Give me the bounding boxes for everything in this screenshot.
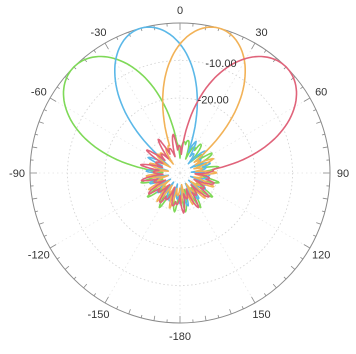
angular-tick-mark <box>290 265 296 270</box>
angular-tick-mark <box>35 133 39 136</box>
angular-tick-mark <box>32 197 38 200</box>
angular-tick-mark <box>322 146 328 149</box>
angular-tick-mark <box>38 222 44 225</box>
angular-tick-mark <box>300 256 304 260</box>
angular-tick-mark <box>217 314 220 318</box>
angular-tick-mark <box>56 256 60 260</box>
angular-tick-mark <box>316 121 322 124</box>
angular-tick-mark <box>263 293 267 297</box>
angle-label-120: 120 <box>312 250 330 262</box>
angular-tick-mark <box>300 86 304 90</box>
angular-tick-mark <box>104 296 109 304</box>
angular-tick-mark <box>49 244 57 249</box>
angular-tick-mark <box>116 306 119 310</box>
angular-tick-mark <box>241 36 244 40</box>
angular-tick-mark <box>321 210 325 213</box>
angular-tick-mark <box>140 314 143 318</box>
angular-tick-mark <box>104 42 109 50</box>
angular-tick-mark <box>303 244 311 249</box>
angular-tick-mark <box>38 121 44 124</box>
angular-tick-mark <box>316 222 322 225</box>
angular-tick-mark <box>64 265 70 270</box>
angular-tick-mark <box>93 49 97 53</box>
angle-label-30: 30 <box>255 27 267 39</box>
angular-tick-mark <box>83 283 88 289</box>
angular-tick-mark <box>272 283 277 289</box>
angular-tick-mark <box>229 309 232 315</box>
angular-tick-mark <box>56 86 60 90</box>
angular-tick-mark <box>73 276 77 280</box>
angle-label-60: 60 <box>315 87 327 99</box>
angular-tick-mark <box>313 234 317 237</box>
angular-tick-mark <box>153 315 156 321</box>
angular-tick-mark <box>43 109 47 112</box>
angle-label-neg120: -120 <box>28 250 50 262</box>
angular-tick-mark <box>322 197 328 200</box>
angular-tick-mark <box>313 109 317 112</box>
angular-tick-mark <box>241 306 244 310</box>
angle-label-90: 90 <box>337 168 349 180</box>
angular-tick-mark <box>283 276 287 280</box>
angular-tick-mark <box>263 49 267 53</box>
angular-tick-mark <box>49 97 57 102</box>
angular-tick-mark <box>116 36 119 40</box>
angular-tick-marks <box>30 23 330 323</box>
radial-label: -10.00 <box>205 58 236 70</box>
angular-tick-mark <box>321 133 325 136</box>
angular-tick-mark <box>128 309 131 315</box>
angular-tick-mark <box>251 296 256 304</box>
angular-tick-mark <box>32 146 38 149</box>
series-lines <box>62 26 298 214</box>
angular-tick-mark <box>93 293 97 297</box>
tick-labels: 0 30 60 90 120 150 -180 -150 -120 -90 -60 -30 -10.00… <box>9 5 349 343</box>
angle-label-neg180: -180 <box>169 331 191 343</box>
angular-tick-mark <box>35 210 39 213</box>
angular-tick-mark <box>303 97 311 102</box>
angular-tick-mark <box>251 42 256 50</box>
angle-label-neg150: -150 <box>87 309 109 321</box>
angle-label-150: 150 <box>252 309 270 321</box>
angle-label-neg30: -30 <box>91 27 107 39</box>
radial-grid-circle <box>104 97 256 249</box>
angular-tick-mark <box>43 234 47 237</box>
angular-tick-mark <box>204 315 207 321</box>
angle-label-neg60: -60 <box>31 87 47 99</box>
angle-label-0: 0 <box>177 5 183 17</box>
series-line-4 <box>140 55 298 214</box>
angle-label-neg90: -90 <box>9 168 25 180</box>
radial-label: -20.00 <box>198 95 229 107</box>
